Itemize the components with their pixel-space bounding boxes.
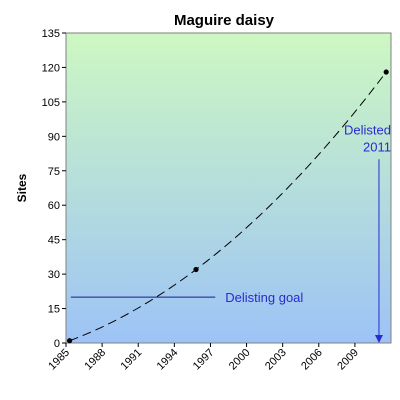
y-tick-label: 60 <box>48 200 60 212</box>
data-point <box>383 69 389 75</box>
x-tick-label: 2009 <box>335 347 361 373</box>
y-tick-label: 90 <box>48 131 60 143</box>
x-tick-label: 2003 <box>263 347 289 373</box>
x-tick-label: 1997 <box>191 347 217 373</box>
y-axis-label: Sites <box>15 173 29 202</box>
data-points <box>67 69 389 344</box>
x-tick-label: 1988 <box>82 347 108 373</box>
y-tick-label: 30 <box>48 269 60 281</box>
data-point <box>193 266 199 273</box>
trendline <box>69 71 387 342</box>
y-tick-label: 75 <box>48 166 60 178</box>
y-tick-label: 120 <box>42 62 60 74</box>
y-tick-label: 0 <box>54 338 60 350</box>
delisted-label: Delisted <box>344 122 391 137</box>
x-tick-label: 2000 <box>227 347 253 373</box>
x-tick-label: 2006 <box>299 347 325 373</box>
x-tick-label: 1994 <box>155 347 181 373</box>
data-point <box>67 338 73 344</box>
y-axis-ticks: 0 15 30 45 60 75 90 105 120 135 <box>42 28 66 350</box>
x-tick-label: 1985 <box>46 347 72 373</box>
x-tick-label: 1991 <box>119 347 145 373</box>
y-tick-label: 135 <box>42 28 60 40</box>
delisted-year-label: 2011 <box>363 139 391 154</box>
x-axis-ticks: 1985 1988 1991 1994 1997 2000 2003 2006 2009 <box>46 343 361 372</box>
plot-area <box>65 32 392 344</box>
delisted-arrowhead <box>374 335 383 343</box>
y-tick-label: 105 <box>42 97 60 109</box>
y-tick-label: 15 <box>48 304 60 316</box>
delisting-goal-label: Delisting goal <box>225 290 303 305</box>
y-tick-label: 45 <box>48 235 60 247</box>
chart-title: Maguire daisy <box>174 12 275 29</box>
